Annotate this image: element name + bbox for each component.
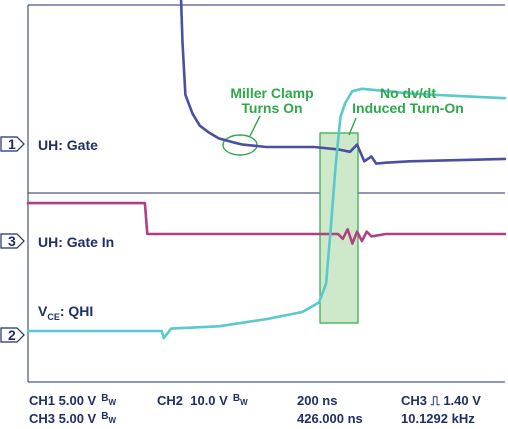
time-position-readout: 426.000 ns [297,411,363,426]
no-dvdt-label-line2: Induced Turn-On [352,100,464,116]
miller-clamp-label-line1: Miller Clamp [230,85,313,101]
trace-ch3 [26,201,507,245]
timebase-readout: 200 ns [297,393,337,408]
channel-2-label-subscript: CE [47,312,60,322]
channel-1-marker-number: 1 [8,136,16,152]
trace-group [26,0,507,340]
trace-ch1 [179,0,507,165]
ch3-scale-readout: CH3 5.00 V BW [29,411,116,426]
channel-2-marker[interactable]: 2 [0,327,25,343]
measurement-readouts: CH1 5.00 V BW CH3 5.00 V BW CH2 10.0 V BW 2… [29,393,481,426]
frequency-readout: 10.1292 kHz [401,411,475,426]
ch1-scale-readout: CH1 5.00 V BW [29,393,116,408]
channel-3-marker-number: 3 [8,233,16,249]
ch2-scale-readout: CH2 10.0 V BW [157,393,248,408]
trigger-readout: CH3 ⎍ 1.40 V [401,393,481,408]
dvdt-highlight-box [319,132,359,324]
channel-1-marker[interactable]: 1 [0,136,25,152]
no-dvdt-pointer [348,117,357,136]
miller-clamp-pointer [249,115,261,137]
miller-clamp-label-line2: Turns On [241,100,302,116]
channel-2-label: VCE: QHI [38,303,93,322]
channel-2-label-suffix: : QHI [60,303,93,319]
channel-3-marker[interactable]: 3 [0,233,25,249]
scope-frame [27,4,505,383]
trace-ch2 [26,87,507,340]
no-dvdt-label-line1: No dv/dt [380,85,436,101]
channel-3-label: UH: Gate In [38,234,114,250]
channel-2-marker-number: 2 [8,327,16,343]
channel-2-label-prefix: V [38,303,48,319]
channel-1-label: UH: Gate [38,137,98,153]
